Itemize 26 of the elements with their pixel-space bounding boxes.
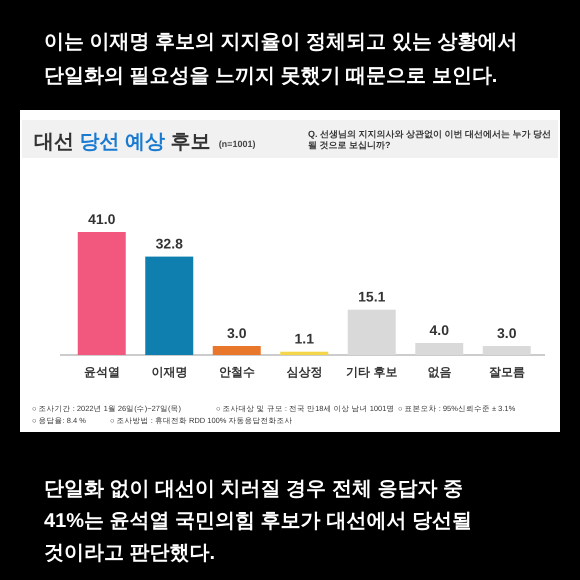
text: Q. 선생님의 지지의사와 상관없이 이번 대선에서는 누가 당선 될 것으로 보십니까? bbox=[308, 129, 552, 150]
x-tick-label: 기타 후보 bbox=[346, 365, 398, 379]
text: 단일화 없이 대선이 치러질 경우 전체 응답자 중 41%는 윤석열 국민의힘 후보가 대선에서 당선될 것이라고 판단했다. bbox=[44, 478, 472, 564]
x-tick-label: 안철수 bbox=[218, 365, 255, 379]
data-label: 32.8 bbox=[156, 236, 184, 252]
chart-subtitle: (n=1001) bbox=[218, 139, 256, 149]
bar bbox=[78, 232, 126, 355]
bar bbox=[212, 346, 261, 355]
bar bbox=[415, 343, 464, 355]
bar bbox=[145, 256, 194, 355]
data-label: 4.0 bbox=[430, 322, 450, 338]
data-label: 3.0 bbox=[497, 325, 517, 341]
bar bbox=[348, 310, 396, 355]
bar bbox=[482, 346, 531, 355]
data-label: 1.1 bbox=[294, 330, 314, 347]
text: 이는 이재명 후보의 지지율이 정체되고 있는 상황에서 단일화의 필요성을 느끼지 못했기 때문으로 보인다. bbox=[44, 31, 518, 87]
x-tick-label: 이재명 bbox=[151, 365, 188, 379]
chart-title: 대선 당선 예상 후보 bbox=[34, 131, 211, 153]
x-tick-label: 잘모름 bbox=[488, 365, 525, 379]
bar bbox=[280, 352, 328, 355]
x-tick-label: 없음 bbox=[427, 365, 452, 379]
data-label: 41.0 bbox=[88, 211, 116, 227]
x-tick-label: 심상정 bbox=[286, 365, 322, 379]
data-label: 15.1 bbox=[358, 288, 386, 305]
data-label: 3.0 bbox=[227, 325, 247, 341]
x-tick-label: 윤석열 bbox=[84, 365, 120, 379]
